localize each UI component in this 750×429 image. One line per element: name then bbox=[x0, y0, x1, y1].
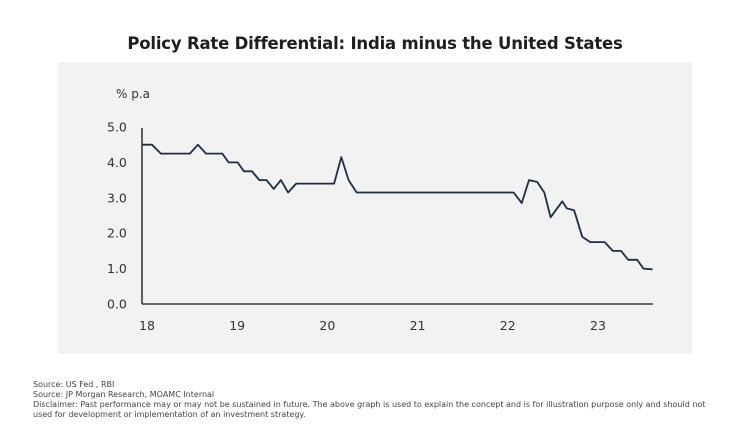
disclaimer-line-2: used for development or implementation o… bbox=[33, 410, 306, 419]
source-note-2: Source: JP Morgan Research, MOAMC Intern… bbox=[33, 390, 215, 399]
y-tick-label: 3.0 bbox=[107, 190, 127, 205]
source-note-1: Source: US Fed , RBI bbox=[33, 380, 115, 389]
x-tick-label: 21 bbox=[410, 318, 426, 333]
series-line bbox=[142, 143, 653, 271]
x-tick-label: 22 bbox=[500, 318, 516, 333]
y-tick-label: 1.0 bbox=[107, 261, 127, 276]
chart-panel bbox=[58, 62, 692, 354]
chart-title: Policy Rate Differential: India minus th… bbox=[127, 34, 623, 53]
x-ticks: 18 19 20 21 22 23 bbox=[139, 318, 606, 333]
y-tick-label: 4.0 bbox=[107, 155, 127, 170]
x-tick-label: 23 bbox=[590, 318, 606, 333]
y-tick-label: 2.0 bbox=[107, 226, 127, 241]
disclaimer-line-1: Disclaimer: Past performance may or may … bbox=[33, 400, 706, 409]
y-tick-label: 0.0 bbox=[107, 297, 127, 312]
y-tick-label: 5.0 bbox=[107, 120, 127, 135]
x-tick-label: 18 bbox=[139, 318, 155, 333]
x-tick-label: 20 bbox=[319, 318, 335, 333]
x-tick-label: 19 bbox=[229, 318, 245, 333]
data-points bbox=[142, 145, 653, 270]
y-ticks: 0.0 1.0 2.0 3.0 4.0 5.0 bbox=[107, 120, 127, 312]
footnotes: Source: US Fed , RBI Source: JP Morgan R… bbox=[33, 380, 733, 420]
y-axis-label: % p.a bbox=[116, 87, 150, 101]
